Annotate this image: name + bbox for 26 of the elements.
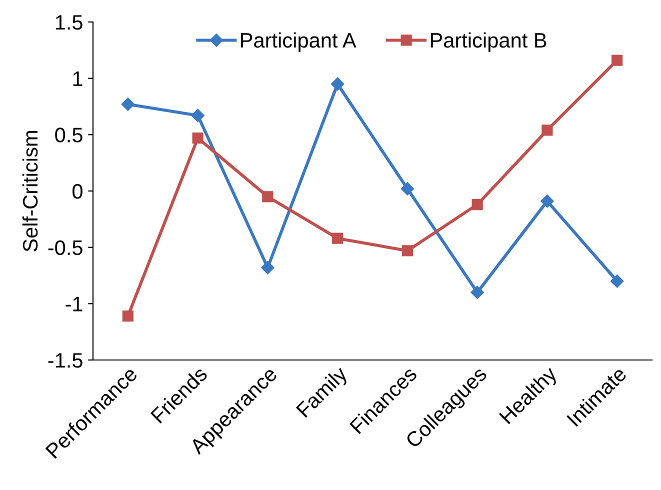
point [262, 191, 274, 202]
legend-label: Participant B [430, 32, 546, 52]
y-tick-label: -1 [66, 296, 82, 312]
point [470, 286, 484, 299]
point [191, 108, 204, 122]
point [330, 77, 344, 91]
y-axis-title: Self-Criticism [22, 131, 38, 252]
point [121, 98, 135, 111]
y-tick-label: 1.5 [56, 15, 82, 30]
point [122, 310, 134, 322]
point [612, 54, 623, 66]
point [472, 198, 483, 210]
y-tick-label: 0.5 [55, 128, 82, 142]
point [610, 274, 624, 288]
point [540, 194, 554, 208]
y-tick-label: -1.5 [48, 353, 82, 368]
point [192, 132, 204, 144]
point [261, 261, 274, 274]
point [332, 232, 344, 244]
legend-label: Participant A [241, 32, 356, 52]
point [400, 182, 414, 196]
point [402, 245, 413, 256]
y-tick-label: 1 [73, 72, 82, 86]
y-tick-label: -0.5 [48, 240, 82, 256]
point [542, 124, 553, 136]
y-tick-label: 0 [72, 184, 82, 199]
